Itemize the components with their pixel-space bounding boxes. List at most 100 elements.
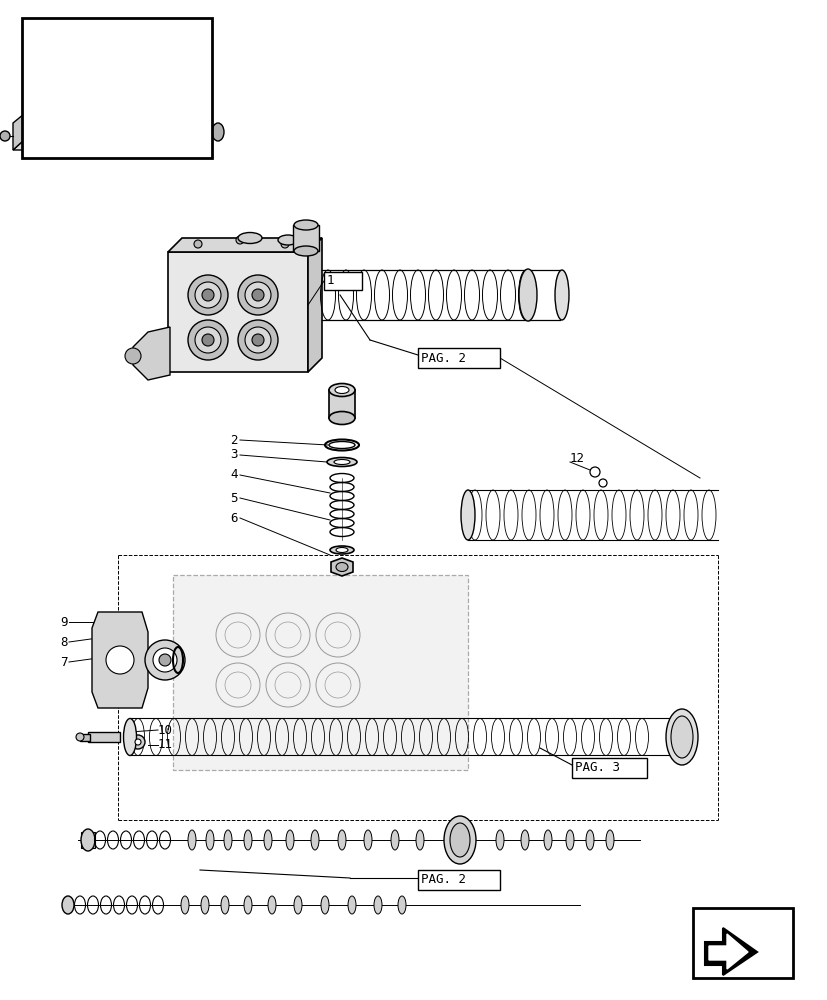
Circle shape [598,479,606,487]
Ellipse shape [294,220,318,230]
Ellipse shape [285,830,294,850]
Circle shape [237,320,278,360]
Ellipse shape [390,830,399,850]
Text: 6: 6 [230,512,237,524]
Circle shape [245,327,270,353]
Ellipse shape [566,830,573,850]
Ellipse shape [237,232,261,243]
Bar [22,18,212,158]
Ellipse shape [123,718,136,756]
Text: 7: 7 [60,656,68,668]
Circle shape [71,104,79,112]
Polygon shape [35,105,184,130]
Ellipse shape [244,830,251,850]
Bar [418,348,500,368]
Polygon shape [184,105,207,150]
Ellipse shape [327,458,356,466]
Ellipse shape [333,460,350,464]
Bar [692,908,792,978]
Ellipse shape [374,896,381,914]
Text: 8: 8 [60,636,68,648]
Ellipse shape [76,733,84,741]
Text: 3: 3 [230,448,237,462]
Ellipse shape [294,246,318,256]
Bar [88,732,120,742]
Circle shape [144,116,152,124]
Polygon shape [92,612,148,708]
Ellipse shape [311,830,318,850]
Circle shape [202,334,213,346]
Ellipse shape [181,896,189,914]
Circle shape [251,334,264,346]
Ellipse shape [330,546,354,554]
Text: 11: 11 [158,738,173,752]
Circle shape [81,116,88,124]
Text: PAG. 2: PAG. 2 [420,874,466,886]
Circle shape [195,327,221,353]
Circle shape [131,735,145,749]
Text: PAG. 2: PAG. 2 [420,352,466,364]
Ellipse shape [221,896,229,914]
Ellipse shape [224,830,232,850]
Ellipse shape [201,896,208,914]
Polygon shape [308,238,322,372]
Ellipse shape [212,123,224,141]
Text: 4: 4 [230,468,237,482]
Circle shape [135,739,141,745]
Ellipse shape [586,830,593,850]
Text: 12: 12 [569,452,585,464]
Ellipse shape [206,830,213,850]
Ellipse shape [554,270,568,320]
Ellipse shape [543,830,552,850]
Text: 9: 9 [60,615,68,629]
Polygon shape [168,238,322,252]
Bar [173,575,467,770]
Polygon shape [168,252,308,372]
Circle shape [159,654,171,666]
Circle shape [188,320,227,360]
Circle shape [251,289,264,301]
Ellipse shape [328,412,355,424]
Circle shape [195,282,221,308]
Ellipse shape [294,896,302,914]
Polygon shape [133,327,170,380]
Ellipse shape [62,896,74,914]
Polygon shape [704,928,756,975]
Circle shape [151,104,159,112]
Bar [293,225,318,251]
Bar [80,734,90,741]
Ellipse shape [495,830,504,850]
Bar [323,272,361,290]
Ellipse shape [337,830,346,850]
Ellipse shape [665,709,697,765]
Circle shape [237,275,278,315]
Ellipse shape [335,386,348,393]
Text: 2: 2 [230,434,237,446]
Ellipse shape [328,442,355,448]
Bar [418,870,500,890]
Ellipse shape [443,816,476,864]
Bar [81,832,95,848]
Ellipse shape [605,830,614,850]
Circle shape [145,640,184,680]
Circle shape [0,131,10,141]
Ellipse shape [321,896,328,914]
Ellipse shape [328,383,355,396]
Circle shape [590,467,600,477]
Circle shape [202,289,213,301]
Polygon shape [13,130,207,150]
Bar [328,390,355,418]
Circle shape [280,240,289,248]
Polygon shape [331,558,352,576]
Ellipse shape [415,830,423,850]
Ellipse shape [364,830,371,850]
Polygon shape [13,105,35,150]
Ellipse shape [520,830,528,850]
Ellipse shape [347,896,356,914]
Circle shape [245,282,270,308]
Polygon shape [90,68,138,105]
Circle shape [106,646,134,674]
Circle shape [58,111,66,119]
Bar [571,758,646,778]
Circle shape [164,111,172,119]
